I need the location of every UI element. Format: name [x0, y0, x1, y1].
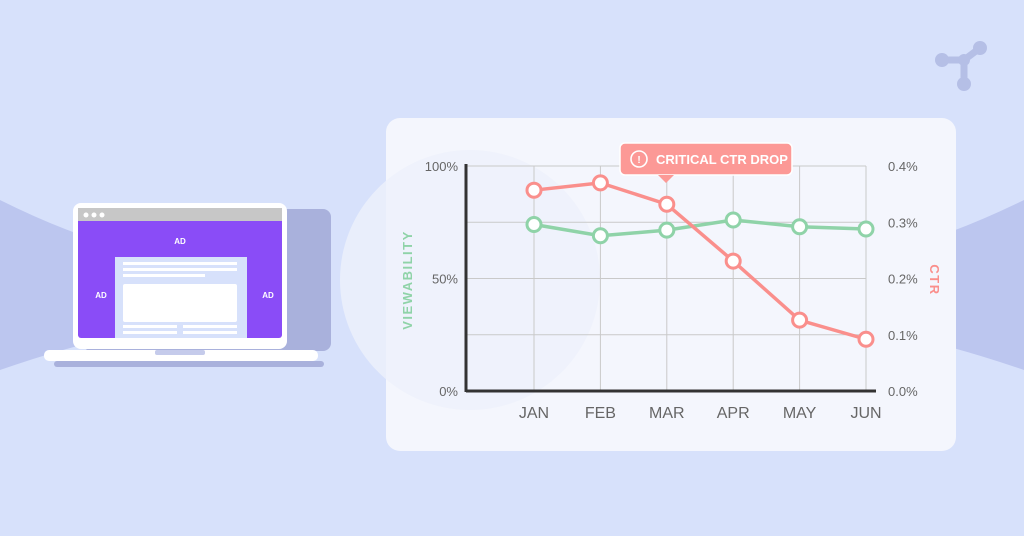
svg-text:!: ! — [637, 155, 640, 166]
x-tick-label: MAR — [649, 405, 685, 422]
data-point-ctr — [791, 311, 809, 329]
y2-tick-label: 0.2% — [888, 272, 918, 287]
x-tick-label: MAY — [783, 405, 817, 422]
y-tick-label: 50% — [432, 272, 458, 287]
laptop-illustration: AD AD AD — [44, 203, 331, 367]
annotation-text: CRITICAL CTR DROP — [656, 152, 788, 167]
y2-tick-label: 0.4% — [888, 159, 918, 174]
data-point-viewability — [591, 227, 609, 245]
data-point-viewability — [857, 220, 875, 238]
data-point-ctr — [525, 181, 543, 199]
ad-label-top: AD — [174, 237, 186, 246]
y-tick-label: 100% — [425, 159, 459, 174]
data-point-viewability — [658, 221, 676, 239]
x-tick-label: JUN — [850, 405, 881, 422]
data-point-ctr — [591, 174, 609, 192]
ad-label-left: AD — [95, 291, 107, 300]
data-point-ctr — [724, 252, 742, 270]
data-point-ctr — [857, 330, 875, 348]
alert-icon — [630, 150, 648, 168]
data-point-viewability — [791, 218, 809, 236]
x-tick-label: FEB — [585, 405, 616, 422]
data-point-ctr — [658, 195, 676, 213]
x-tick-label: APR — [717, 405, 750, 422]
y-axis-label: VIEWABILITY — [400, 230, 415, 330]
series-line-ctr — [533, 181, 867, 341]
annotation-callout: ! CRITICAL CTR DROP — [619, 142, 793, 183]
y2-tick-label: 0.1% — [888, 328, 918, 343]
y2-tick-label: 0.0% — [888, 384, 918, 399]
data-point-viewability — [724, 211, 742, 229]
y2-axis-label: CTR — [927, 264, 942, 295]
ad-label-right: AD — [262, 291, 274, 300]
series-line-viewability — [533, 218, 867, 238]
y2-tick-label: 0.3% — [888, 215, 918, 230]
x-tick-label: JAN — [519, 405, 549, 422]
data-point-viewability — [525, 216, 543, 233]
y-tick-label: 0% — [439, 384, 458, 399]
logo-icon — [935, 41, 987, 91]
